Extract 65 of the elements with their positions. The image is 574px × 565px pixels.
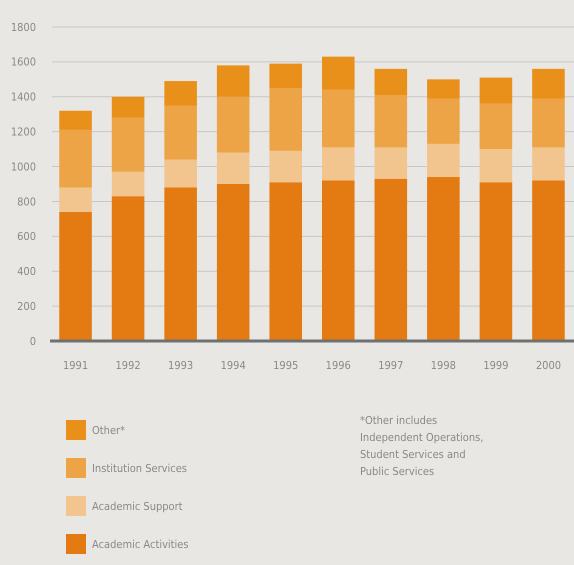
x-tick-label: 1993 xyxy=(168,359,194,372)
bar xyxy=(269,64,302,88)
bar xyxy=(164,187,197,341)
bar xyxy=(480,149,512,182)
y-tick-label: 1200 xyxy=(10,126,36,139)
bar xyxy=(216,65,250,97)
bar xyxy=(112,96,144,118)
y-tick-label: 1800 xyxy=(10,20,36,34)
bar xyxy=(532,98,565,148)
bar xyxy=(427,144,460,178)
bar xyxy=(112,118,144,172)
bar xyxy=(374,68,408,96)
bar xyxy=(480,78,512,104)
legend-label: Other* xyxy=(92,424,126,437)
y-tick-label: 1400 xyxy=(10,90,36,104)
x-tick-label: 1995 xyxy=(273,359,298,372)
x-tick-label: 1997 xyxy=(378,359,404,372)
bar xyxy=(216,184,250,341)
bar xyxy=(164,81,197,106)
y-tick-label: 800 xyxy=(17,195,36,208)
bar xyxy=(164,106,197,160)
bar xyxy=(480,182,512,341)
bar xyxy=(532,180,565,341)
y-tick-label: 1600 xyxy=(10,56,36,69)
legend-label: Institution Services xyxy=(92,462,187,475)
text: *Other includes Independent Operations, Student Services and Public Services xyxy=(360,414,484,478)
bar xyxy=(216,96,250,153)
bar xyxy=(427,98,460,144)
bar xyxy=(374,147,408,179)
bar xyxy=(322,147,355,181)
legend-label: Academic Activities xyxy=(92,538,189,551)
bar xyxy=(164,160,197,188)
bar xyxy=(216,152,250,184)
bar xyxy=(427,79,460,99)
bar xyxy=(269,88,302,151)
bar xyxy=(322,90,355,148)
bar xyxy=(59,212,92,341)
y-tick-label: 400 xyxy=(17,265,36,278)
x-tick-label: 1991 xyxy=(62,359,88,372)
bar xyxy=(59,130,92,188)
bar xyxy=(112,196,144,341)
x-tick-label: 1992 xyxy=(115,359,141,372)
bar xyxy=(112,172,144,196)
bar xyxy=(532,147,565,181)
x-tick-label: 1994 xyxy=(220,359,246,372)
bar xyxy=(59,110,92,130)
y-tick-label: 1000 xyxy=(10,160,36,174)
x-tick-label: 1998 xyxy=(430,359,456,372)
bar xyxy=(374,178,408,341)
bar xyxy=(269,182,302,341)
legend-label: Academic Support xyxy=(92,500,183,513)
bar xyxy=(427,177,460,341)
y-tick-label: 0 xyxy=(30,334,36,348)
bar xyxy=(532,68,565,99)
y-tick-label: 600 xyxy=(17,230,36,244)
x-tick-label: 1996 xyxy=(326,359,351,372)
y-tick-label: 200 xyxy=(17,300,36,313)
bar xyxy=(59,187,92,212)
bar xyxy=(322,180,355,341)
bar xyxy=(480,104,512,150)
bar xyxy=(322,56,355,90)
x-tick-label: 2000 xyxy=(536,359,562,372)
bar xyxy=(269,150,302,182)
bar xyxy=(374,95,408,148)
x-tick-label: 1999 xyxy=(483,359,509,372)
